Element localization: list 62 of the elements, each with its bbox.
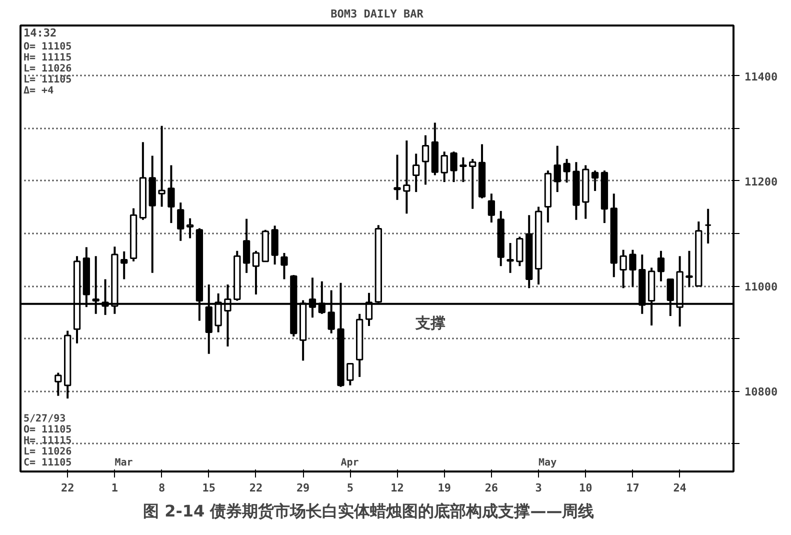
annotation: L= 11026 (24, 64, 72, 74)
ref-line-label: 支撑 (414, 314, 446, 332)
x-tick-label: 8 (158, 482, 166, 494)
candlestick (686, 250, 693, 288)
x-tick-label: 15 (202, 482, 216, 494)
annotation: L= 11105 (24, 74, 72, 86)
annotation: May (538, 458, 557, 468)
candlestick (242, 218, 250, 274)
candlestick (120, 250, 128, 280)
candlestick (704, 208, 712, 245)
candlestick (440, 150, 448, 184)
candlestick (469, 158, 476, 210)
candlestick (394, 154, 401, 201)
x-tick-label: 26 (484, 482, 498, 494)
candlestick (177, 202, 184, 242)
candlestick (450, 150, 458, 184)
annotation: 14:32 (24, 26, 57, 40)
annotation: H= 11115 (24, 436, 72, 446)
annotation: H= 11115 (24, 52, 72, 64)
annotation: 5/27/93 (24, 414, 66, 424)
text: 图 2-14 债券期货市场长白实体蜡烛图的底部构成支撑——周线 (143, 502, 594, 520)
candlestick (563, 158, 570, 184)
x-tick-label: 10 (579, 482, 592, 494)
candlestick (488, 192, 496, 224)
candlestick (186, 217, 194, 240)
y-tick-label: 11400 (744, 70, 778, 84)
x-tick-label: 5 (346, 482, 354, 494)
x-tick-label: 22 (249, 482, 263, 494)
candlestick (506, 242, 514, 274)
annotation: Δ= +4 (24, 86, 54, 96)
x-tick-label: 1 (111, 482, 118, 494)
candlestick (346, 362, 354, 386)
candlestick (554, 144, 561, 194)
x-tick-label: 17 (626, 482, 640, 494)
candlestick (403, 140, 410, 215)
annotation: C= 11105 (24, 458, 72, 468)
chart-title: BOM3 DAILY BAR (330, 8, 424, 20)
x-tick-label: 29 (296, 482, 310, 494)
x-tick-label: 22 (60, 482, 74, 494)
candlestick (591, 169, 599, 192)
x-tick-label: 3 (535, 482, 542, 494)
y-tick-label: 11000 (744, 280, 778, 294)
candlestick (280, 252, 288, 280)
candlestick (516, 236, 524, 268)
candlestick (620, 248, 627, 290)
candlestick (168, 164, 175, 224)
x-tick-label: 12 (390, 482, 404, 494)
y-tick-label: 10800 (744, 386, 778, 399)
candlestick (629, 248, 636, 288)
candlestick (657, 250, 665, 282)
x-tick-label: 24 (673, 482, 687, 494)
y-tick-label: 11200 (744, 175, 778, 188)
candlestick (412, 152, 420, 194)
annotation: L= 11026 (24, 446, 72, 458)
annotation: Apr (340, 458, 359, 468)
x-tick-label: 19 (438, 482, 451, 494)
annotation: O= 11105 (24, 42, 72, 52)
candlestick (252, 250, 260, 296)
annotation: O= 11105 (24, 424, 72, 436)
annotation: Mar (114, 458, 133, 468)
candlestick (460, 156, 467, 184)
candlestick (422, 134, 430, 186)
